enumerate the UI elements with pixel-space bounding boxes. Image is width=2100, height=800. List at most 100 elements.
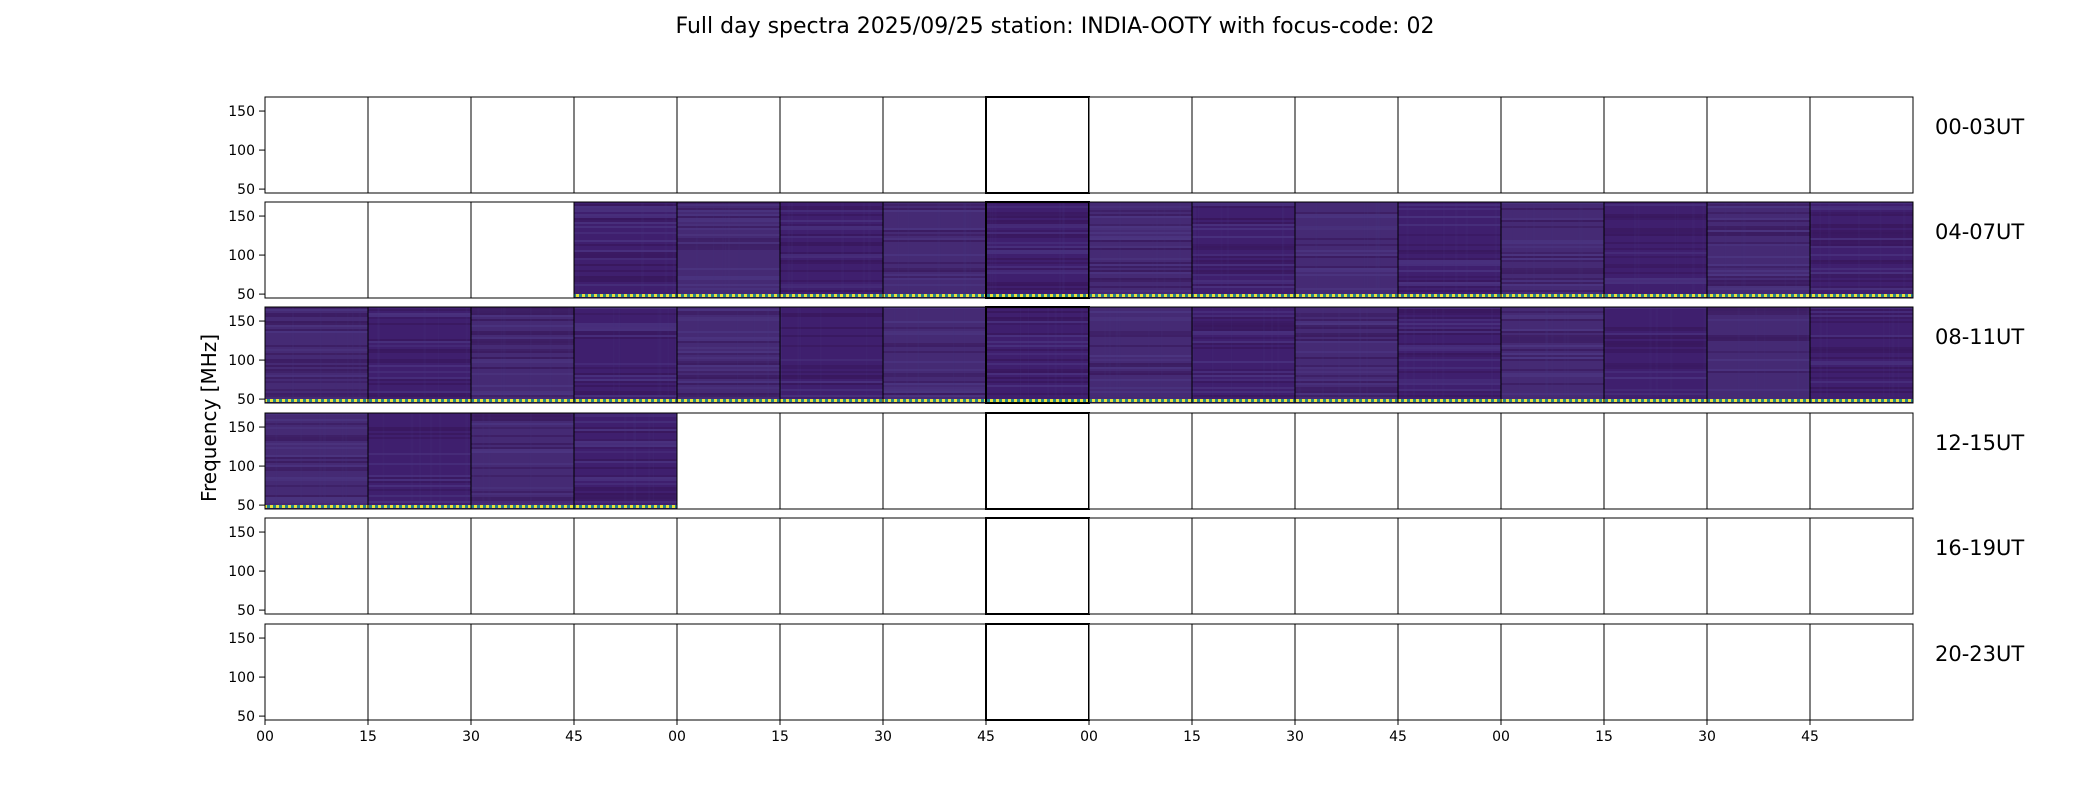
time-noise [570,413,574,503]
spectrum-panel [470,201,575,299]
frequency-band [1501,393,1604,395]
time-noise [674,413,678,503]
frequency-band [1604,341,1707,343]
frequency-band [471,357,574,359]
frequency-band [265,447,368,449]
frequency-band [1501,226,1604,228]
time-noise [1858,202,1860,292]
spectrum-panel [573,517,678,615]
low-frequency-stripe [1707,399,1810,402]
x-tick-label: 45 [977,729,995,745]
spectrum-panel [1603,306,1709,404]
frequency-band [677,377,780,379]
frequency-band [1398,258,1501,260]
frequency-band [1810,367,1913,369]
frequency-band [574,429,677,431]
low-frequency-stripe [1501,399,1604,402]
y-tick-label: 50 [237,603,255,619]
frequency-band [1192,371,1295,373]
frequency-band [471,333,574,335]
x-tick-label: 45 [1801,729,1819,745]
frequency-band [986,212,1089,214]
frequency-band [574,240,677,242]
spectrum-panel [470,96,575,194]
spectrum-panel [573,623,678,721]
frequency-band [677,218,780,220]
frequency-band [368,479,471,481]
frequency-band [471,475,574,477]
frequency-band [677,383,780,385]
frequency-band [1707,282,1810,284]
frequency-band [1707,313,1810,315]
frequency-band [986,385,1089,387]
time-noise [1512,202,1514,292]
frequency-band [1295,391,1398,393]
frequency-band [1604,345,1707,347]
frequency-band [986,369,1089,371]
frequency-band [780,367,883,369]
y-tick-label: 100 [228,459,255,475]
y-tick-label: 150 [228,104,255,120]
frequency-band [1604,389,1707,391]
frequency-band [574,327,677,329]
frequency-band [265,455,368,457]
frequency-band [883,307,986,309]
y-tick-label: 150 [228,525,255,541]
frequency-band [1810,254,1913,256]
frequency-band [1089,206,1192,208]
frequency-band [677,309,780,311]
frequency-band [883,204,986,206]
frequency-band [1089,367,1192,369]
frequency-band [780,226,883,228]
empty-panel [368,202,471,298]
time-noise [963,202,966,292]
frequency-band [1089,363,1192,365]
spectrum-panel [882,306,987,404]
frequency-band [883,375,986,377]
frequency-band [1089,290,1192,292]
frequency-band [368,489,471,491]
frequency-band [1089,359,1192,361]
empty-panel [265,97,368,193]
frequency-band [368,453,471,455]
spectrum-panel [1603,96,1708,194]
frequency-band [1192,202,1295,204]
spectrum-panel [1088,623,1193,721]
frequency-band [1398,355,1501,357]
frequency-band [1192,331,1295,333]
spectrum-panel [264,412,369,510]
frequency-band [1810,288,1913,290]
empty-panel [1810,413,1913,509]
frequency-band [1295,254,1398,256]
spectrum-panel [264,623,369,721]
frequency-band [1810,337,1913,339]
frequency-band [780,280,883,282]
frequency-band [986,272,1089,274]
frequency-band [1501,246,1604,248]
panel-frame [1809,517,1914,615]
frequency-band [368,341,471,343]
frequency-band [677,202,780,204]
frequency-band [1398,280,1501,282]
frequency-band [265,393,368,395]
spectrum-panel [573,201,679,299]
time-noise [994,202,997,292]
time-noise [377,307,380,397]
frequency-band [471,313,574,315]
frequency-band [368,495,471,497]
spectrum-panel [1500,201,1605,299]
frequency-band [1810,391,1913,393]
empty-panel [1707,97,1810,193]
frequency-band [265,377,368,379]
spectrum-panel [470,517,575,615]
empty-panel [265,518,368,614]
time-noise [787,202,790,292]
time-noise [1692,202,1695,292]
frequency-band [986,216,1089,218]
spectrum-panel [1500,96,1605,194]
frequency-band [368,371,471,373]
frequency-band [780,210,883,212]
frequency-band [368,437,471,439]
frequency-band [574,381,677,383]
x-tick-label: 45 [1389,729,1407,745]
